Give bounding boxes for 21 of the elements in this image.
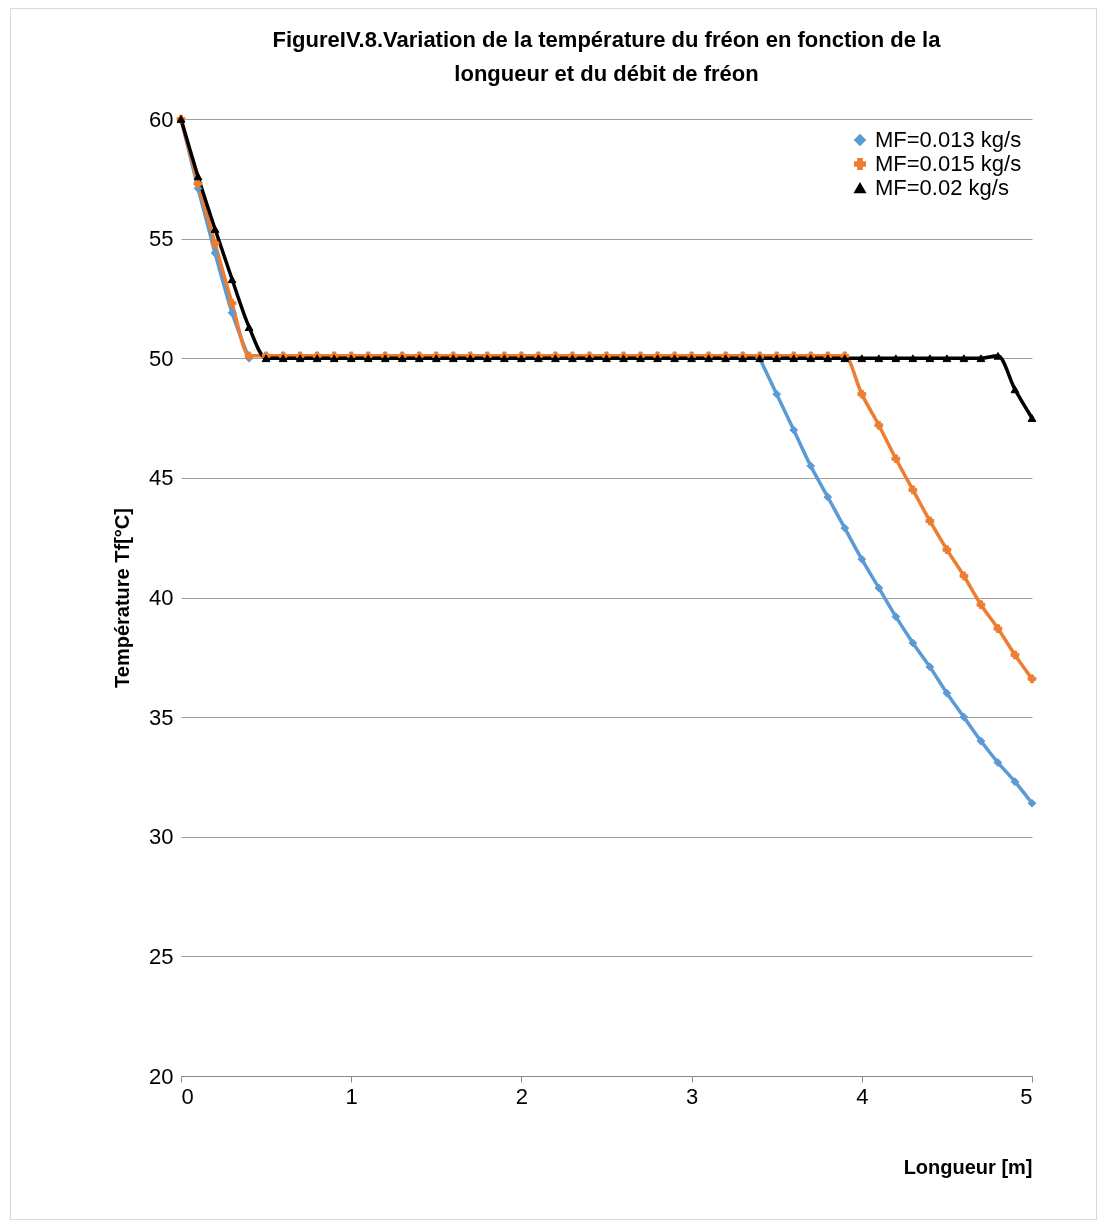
y-axis-title: Température Tf[°C] [111, 508, 134, 688]
y-tick-label: 25 [149, 943, 174, 969]
legend-label: MF=0.02 kg/s [875, 175, 1009, 200]
x-tick-label: 4 [856, 1083, 869, 1109]
x-tick-label: 0 [181, 1083, 194, 1109]
y-tick-label: 50 [149, 345, 174, 371]
x-tick-label: 5 [1020, 1083, 1033, 1109]
x-tick-label: 3 [685, 1083, 699, 1109]
x-axis-title: Longueur [m] [903, 1155, 1033, 1178]
y-tick-label: 30 [149, 824, 174, 850]
chart-title: FigureIV.8.Variation de la température du fréon en fonction de la longueur et du débit de fréon [272, 27, 942, 86]
legend-label: MF=0.013 kg/s [875, 127, 1022, 152]
x-tick-label: 2 [515, 1083, 529, 1109]
y-tick-label: 60 [149, 106, 174, 132]
y-tick-label: 20 [149, 1063, 174, 1089]
y-tick-label: 40 [149, 585, 174, 610]
x-tick-label: 1 [345, 1083, 358, 1109]
y-tick-label: 35 [149, 704, 174, 730]
y-tick-label: 45 [149, 465, 174, 491]
y-tick-label: 55 [149, 226, 174, 252]
legend-label: MF=0.015 kg/s [875, 151, 1022, 176]
